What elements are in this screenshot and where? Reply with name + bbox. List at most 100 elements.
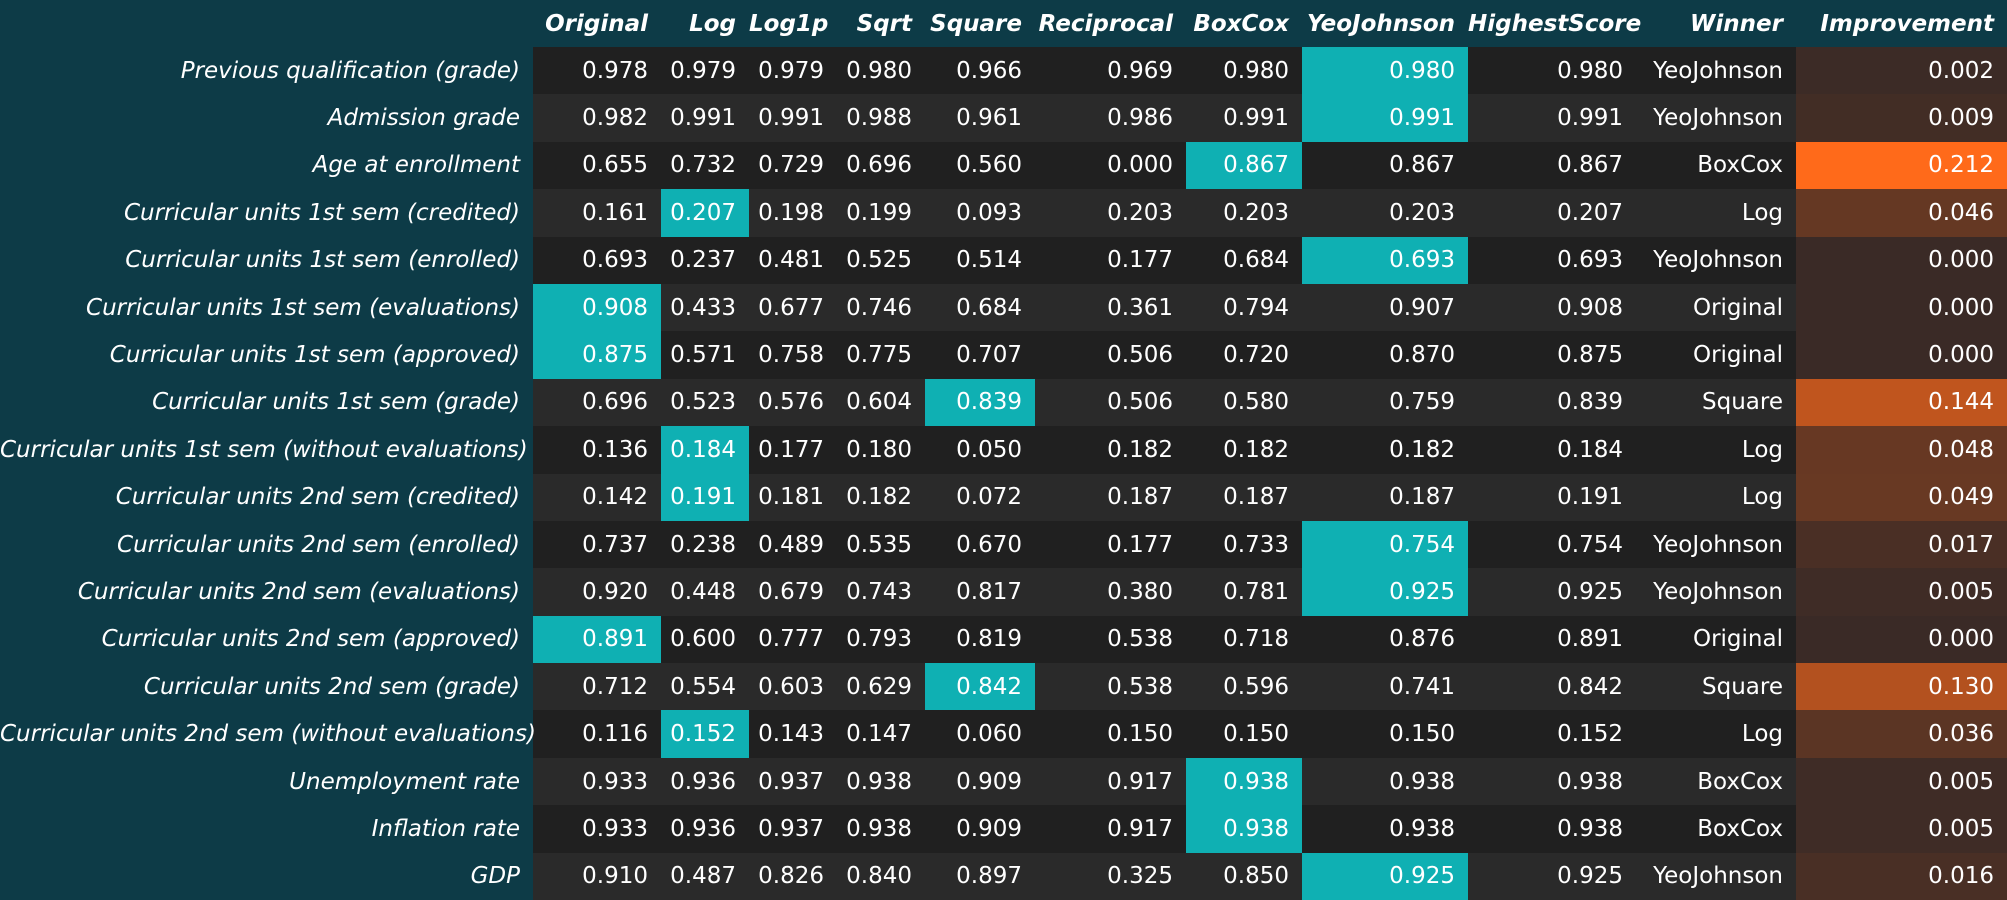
table-row: Curricular units 2nd sem (approved) 0.891… (0, 615, 2007, 664)
score-cell-square: 0.560 (925, 141, 1035, 190)
column-header-log1p: Log1p (749, 0, 837, 47)
winner-cell: Log (1636, 189, 1796, 237)
score-cell-log1p: 0.576 (749, 378, 837, 427)
score-cell-reciprocal: 0.380 (1035, 568, 1186, 616)
table-row: Curricular units 1st sem (grade) 0.696 0.5… (0, 378, 2007, 427)
score-cell-original: 0.116 (533, 710, 661, 758)
score-cell-log1p: 0.758 (749, 331, 837, 379)
score-cell-boxcox: 0.150 (1186, 710, 1302, 758)
highest-score-cell: 0.925 (1468, 852, 1636, 900)
score-cell-square: 0.966 (925, 47, 1035, 95)
score-cell-boxcox: 0.684 (1186, 236, 1302, 284)
score-cell-boxcox: 0.991 (1186, 94, 1302, 142)
score-cell-boxcox: 0.596 (1186, 663, 1302, 711)
improvement-cell: 0.005 (1796, 568, 2007, 616)
score-cell-reciprocal: 0.325 (1035, 852, 1186, 900)
score-cell-reciprocal: 0.506 (1035, 378, 1186, 427)
score-cell-sqrt: 0.604 (837, 378, 925, 427)
score-cell-boxcox: 0.867 (1186, 141, 1302, 190)
score-cell-square: 0.670 (925, 520, 1035, 569)
score-cell-sqrt: 0.525 (837, 236, 925, 284)
improvement-cell: 0.130 (1796, 663, 2007, 711)
score-cell-log1p: 0.979 (749, 47, 837, 95)
score-cell-original: 0.693 (533, 236, 661, 284)
winner-cell: YeoJohnson (1636, 94, 1796, 142)
table-row: Inflation rate 0.933 0.936 0.937 0.938 0.909 0… (0, 805, 2007, 853)
score-cell-log: 0.936 (661, 805, 749, 853)
score-cell-square: 0.817 (925, 568, 1035, 616)
score-cell-log1p: 0.991 (749, 94, 837, 142)
highest-score-cell: 0.938 (1468, 805, 1636, 853)
row-label: Curricular units 2nd sem (approved) (0, 615, 533, 664)
table-row: Curricular units 2nd sem (evaluations) 0.… (0, 568, 2007, 616)
improvement-cell: 0.002 (1796, 47, 2007, 95)
table-row: Admission grade 0.982 0.991 0.991 0.988 0.961… (0, 94, 2007, 142)
score-cell-log1p: 0.181 (749, 473, 837, 521)
score-cell-original: 0.875 (533, 331, 661, 379)
winner-cell: Original (1636, 331, 1796, 379)
winner-cell: YeoJohnson (1636, 47, 1796, 95)
table-body: Previous qualification (grade) 0.978 0.979… (0, 47, 2007, 900)
score-cell-reciprocal: 0.986 (1035, 94, 1186, 142)
winner-cell: BoxCox (1636, 805, 1796, 853)
score-cell-yeojohnson: 0.925 (1302, 852, 1468, 900)
score-cell-log: 0.554 (661, 663, 749, 711)
score-cell-log1p: 0.677 (749, 283, 837, 332)
winner-cell: BoxCox (1636, 757, 1796, 806)
row-label: Curricular units 1st sem (without evalua… (0, 426, 533, 474)
improvement-cell: 0.016 (1796, 852, 2007, 900)
highest-score-cell: 0.867 (1468, 141, 1636, 190)
score-cell-original: 0.978 (533, 47, 661, 95)
column-header-log: Log (661, 0, 749, 47)
score-cell-square: 0.909 (925, 805, 1035, 853)
column-header-winner: Winner (1636, 0, 1796, 47)
score-cell-boxcox: 0.938 (1186, 805, 1302, 853)
column-header-improvement: Improvement (1796, 0, 2007, 47)
column-header-highestscore: HighestScore (1468, 0, 1641, 47)
row-label: Curricular units 2nd sem (without evalua… (0, 710, 536, 758)
score-cell-square: 0.514 (925, 236, 1035, 284)
score-cell-square: 0.050 (925, 426, 1035, 474)
score-cell-yeojohnson: 0.187 (1302, 473, 1468, 521)
improvement-cell: 0.009 (1796, 94, 2007, 142)
improvement-cell: 0.005 (1796, 757, 2007, 806)
score-cell-square: 0.961 (925, 94, 1035, 142)
improvement-cell: 0.048 (1796, 426, 2007, 474)
score-cell-reciprocal: 0.203 (1035, 189, 1186, 237)
score-cell-yeojohnson: 0.991 (1302, 94, 1468, 142)
table-row: Curricular units 2nd sem (grade) 0.712 0.5… (0, 663, 2007, 711)
table-row: Curricular units 2nd sem (without evalua… (0, 710, 2007, 758)
improvement-cell: 0.212 (1796, 141, 2007, 190)
score-cell-square: 0.707 (925, 331, 1035, 379)
score-cell-log1p: 0.937 (749, 757, 837, 806)
improvement-cell: 0.000 (1796, 236, 2007, 284)
score-cell-log: 0.237 (661, 236, 749, 284)
score-cell-boxcox: 0.781 (1186, 568, 1302, 616)
score-cell-yeojohnson: 0.938 (1302, 805, 1468, 853)
score-cell-log: 0.523 (661, 378, 749, 427)
score-cell-square: 0.819 (925, 615, 1035, 664)
score-cell-log1p: 0.679 (749, 568, 837, 616)
score-cell-reciprocal: 0.361 (1035, 283, 1186, 332)
winner-cell: Log (1636, 426, 1796, 474)
winner-cell: YeoJohnson (1636, 852, 1796, 900)
score-cell-original: 0.891 (533, 615, 661, 664)
score-cell-original: 0.920 (533, 568, 661, 616)
table-row: Age at enrollment 0.655 0.732 0.729 0.696 0.5… (0, 141, 2007, 190)
score-cell-sqrt: 0.988 (837, 94, 925, 142)
score-cell-log1p: 0.729 (749, 141, 837, 190)
score-cell-log: 0.571 (661, 331, 749, 379)
score-cell-log1p: 0.777 (749, 615, 837, 664)
row-label: Curricular units 1st sem (enrolled) (0, 236, 533, 284)
highest-score-cell: 0.693 (1468, 236, 1636, 284)
row-label: Unemployment rate (0, 757, 533, 806)
table-row: Curricular units 1st sem (credited) 0.161… (0, 189, 2007, 237)
highest-score-cell: 0.938 (1468, 757, 1636, 806)
score-cell-log1p: 0.481 (749, 236, 837, 284)
table-row: Previous qualification (grade) 0.978 0.979… (0, 47, 2007, 95)
score-cell-sqrt: 0.535 (837, 520, 925, 569)
improvement-cell: 0.046 (1796, 189, 2007, 237)
header-row: Original Log Log1p Sqrt Square Reciprocal BoxC… (0, 0, 2007, 47)
score-cell-reciprocal: 0.538 (1035, 615, 1186, 664)
score-cell-original: 0.712 (533, 663, 661, 711)
